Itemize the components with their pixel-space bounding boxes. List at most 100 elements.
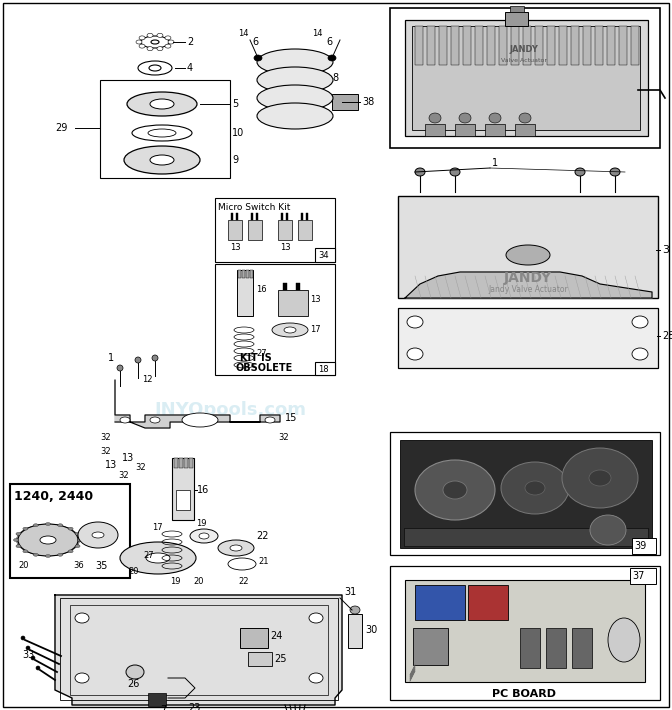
Bar: [238, 270, 241, 278]
Text: 34: 34: [318, 251, 329, 259]
Bar: [248, 652, 272, 666]
Bar: [607, 26, 615, 65]
Ellipse shape: [16, 545, 21, 547]
Text: 6: 6: [326, 37, 332, 47]
Text: 35: 35: [95, 561, 108, 571]
Bar: [242, 270, 245, 278]
Ellipse shape: [150, 417, 160, 423]
Ellipse shape: [31, 656, 35, 660]
Text: 37: 37: [632, 571, 644, 581]
Bar: [415, 26, 423, 65]
Ellipse shape: [590, 515, 626, 545]
Ellipse shape: [77, 538, 83, 542]
Text: 1: 1: [108, 353, 114, 363]
Bar: [523, 26, 531, 65]
Text: 18: 18: [318, 364, 329, 373]
Ellipse shape: [199, 533, 209, 539]
Ellipse shape: [148, 129, 176, 137]
Ellipse shape: [257, 67, 333, 93]
Text: 39: 39: [634, 541, 646, 551]
Ellipse shape: [429, 113, 441, 123]
Text: 16: 16: [197, 485, 209, 495]
Bar: [60, 598, 338, 700]
Text: INYOpools.com: INYOpools.com: [154, 401, 306, 419]
Text: 1240, 2440: 1240, 2440: [14, 491, 93, 503]
Ellipse shape: [147, 33, 153, 38]
Text: 10: 10: [232, 128, 244, 138]
Bar: [412, 26, 640, 130]
Ellipse shape: [257, 103, 333, 129]
Ellipse shape: [26, 646, 30, 650]
Bar: [179, 458, 183, 468]
Bar: [176, 490, 190, 510]
Bar: [619, 26, 627, 65]
Text: KIT IS: KIT IS: [240, 353, 271, 363]
Text: 13: 13: [280, 244, 290, 253]
Bar: [463, 26, 471, 65]
Text: 13: 13: [122, 453, 134, 463]
Ellipse shape: [117, 365, 123, 371]
Ellipse shape: [265, 417, 275, 423]
Ellipse shape: [124, 146, 200, 174]
Ellipse shape: [132, 125, 192, 141]
Bar: [296, 283, 300, 290]
Bar: [468, 585, 508, 620]
Ellipse shape: [407, 316, 423, 328]
Bar: [231, 213, 233, 220]
Text: Micro Switch Kit: Micro Switch Kit: [218, 202, 290, 212]
Ellipse shape: [138, 61, 172, 75]
Ellipse shape: [135, 357, 141, 363]
Bar: [248, 220, 262, 240]
Text: OBSOLETE: OBSOLETE: [235, 363, 292, 373]
Text: 38: 38: [362, 97, 374, 107]
Polygon shape: [405, 272, 652, 298]
Bar: [390, 8, 660, 148]
Polygon shape: [115, 380, 280, 428]
Bar: [256, 213, 258, 220]
Bar: [298, 220, 312, 240]
Bar: [246, 270, 249, 278]
Text: 33: 33: [22, 650, 34, 660]
Bar: [240, 628, 268, 648]
Bar: [281, 213, 283, 220]
Text: JANDY: JANDY: [509, 45, 538, 55]
Bar: [535, 26, 543, 65]
Text: JANDY: JANDY: [504, 271, 552, 285]
Text: 8: 8: [332, 73, 338, 83]
Ellipse shape: [415, 460, 495, 520]
Text: 4: 4: [187, 63, 193, 73]
Ellipse shape: [165, 44, 171, 48]
Bar: [571, 26, 579, 65]
Ellipse shape: [562, 448, 638, 508]
Text: 15: 15: [285, 413, 298, 423]
Ellipse shape: [182, 413, 218, 427]
Bar: [237, 270, 253, 316]
Text: 17: 17: [310, 325, 321, 334]
Text: 20: 20: [193, 577, 204, 586]
Text: 32: 32: [100, 447, 111, 457]
Bar: [278, 290, 308, 316]
Bar: [283, 283, 287, 290]
Text: 13: 13: [310, 295, 321, 305]
Ellipse shape: [151, 40, 159, 44]
Ellipse shape: [608, 618, 640, 662]
Ellipse shape: [157, 33, 163, 38]
Ellipse shape: [127, 92, 197, 116]
Bar: [148, 693, 166, 706]
Ellipse shape: [443, 481, 467, 499]
Ellipse shape: [284, 327, 296, 333]
Ellipse shape: [21, 636, 25, 640]
Bar: [390, 566, 660, 700]
Text: 22: 22: [238, 577, 249, 586]
Bar: [236, 213, 238, 220]
Bar: [487, 26, 495, 65]
Text: 30: 30: [365, 625, 377, 635]
Bar: [172, 458, 194, 520]
Ellipse shape: [350, 606, 360, 614]
Bar: [215, 264, 335, 375]
Bar: [630, 568, 656, 584]
Bar: [215, 198, 335, 262]
Ellipse shape: [150, 155, 174, 165]
Ellipse shape: [126, 665, 144, 679]
Text: 31: 31: [344, 587, 356, 597]
